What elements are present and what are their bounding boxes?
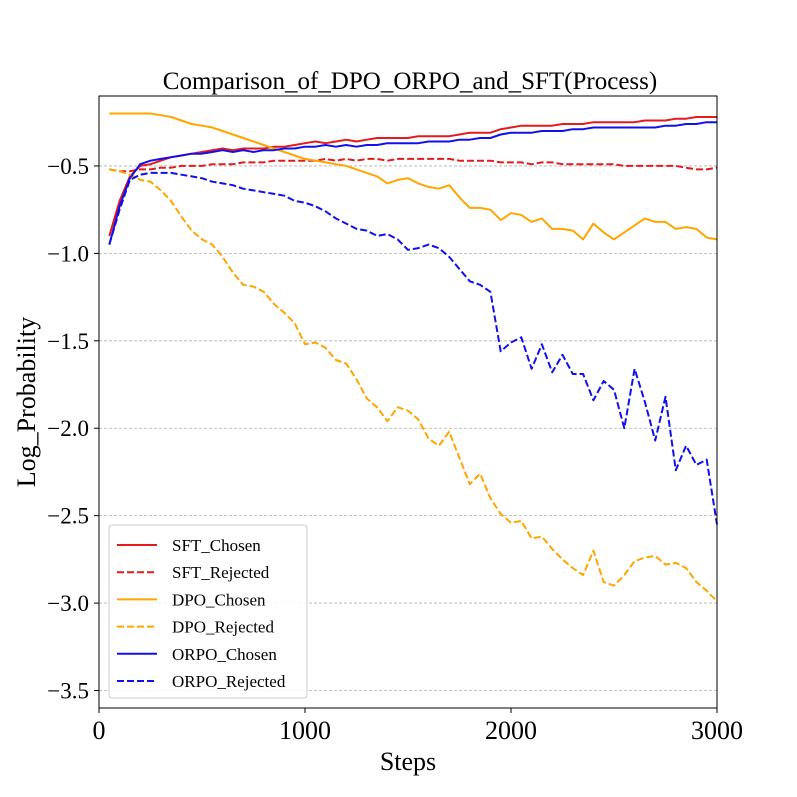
series-lines bbox=[108, 112, 718, 603]
x-tick-label: 1000 bbox=[279, 716, 331, 745]
x-axis-ticks: 0 1000 2000 3000 bbox=[93, 708, 743, 745]
series-line-sft-chosen bbox=[108, 116, 717, 237]
x-tick-label: 0 bbox=[93, 716, 106, 745]
series-line-dpo-rejected bbox=[109, 168, 718, 603]
series-line-dpo-chosen bbox=[109, 112, 718, 241]
x-axis-label: Steps bbox=[380, 747, 436, 776]
legend-label: SFT_Chosen bbox=[172, 536, 261, 555]
y-tick-label: −1.5 bbox=[47, 329, 89, 354]
series-line-sft-rejected bbox=[109, 157, 718, 173]
legend-label: DPO_Chosen bbox=[172, 590, 266, 609]
legend-label: ORPO_Chosen bbox=[172, 645, 277, 664]
series-line-orpo-chosen bbox=[108, 121, 717, 245]
y-tick-label: −2.5 bbox=[47, 504, 89, 529]
legend-box bbox=[108, 524, 308, 699]
y-tick-label: −1.0 bbox=[47, 241, 89, 266]
x-tick-label: 3000 bbox=[691, 716, 743, 745]
chart-title: Comparison_of_DPO_ORPO_and_SFT(Process) bbox=[163, 68, 657, 95]
y-tick-label: −3.0 bbox=[47, 591, 89, 616]
series-line-orpo-rejected bbox=[108, 171, 718, 525]
x-tick-label: 2000 bbox=[485, 716, 537, 745]
y-tick-label: −2.0 bbox=[47, 416, 89, 441]
plot-frame bbox=[98, 95, 718, 709]
y-tick-label: −0.5 bbox=[47, 154, 89, 179]
legend-label: SFT_Rejected bbox=[172, 563, 270, 582]
legend-label: ORPO_Rejected bbox=[172, 672, 286, 691]
legend: SFT_Chosen SFT_Rejected DPO_Chosen DPO_Reje… bbox=[108, 524, 308, 699]
y-axis-label: Log_Probability bbox=[12, 317, 41, 487]
legend-label: DPO_Rejected bbox=[172, 618, 274, 637]
y-tick-label: −3.5 bbox=[47, 679, 89, 704]
y-axis-ticks: −0.5 −1.0 −1.5 −2.0 −2.5 −3.0 −3.5 bbox=[47, 154, 99, 704]
